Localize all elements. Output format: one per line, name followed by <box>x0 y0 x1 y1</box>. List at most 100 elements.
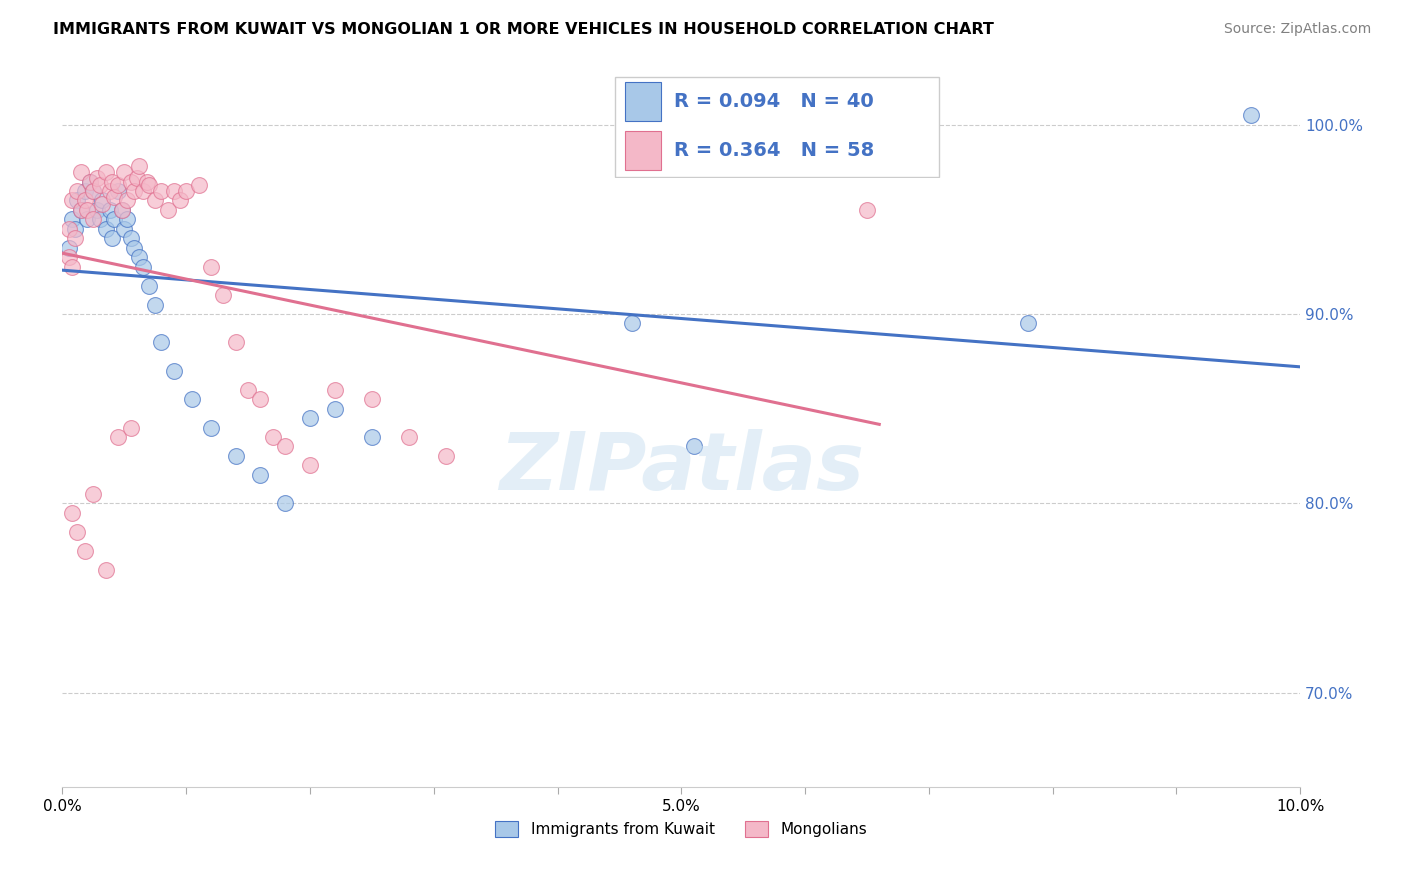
Point <box>225 335 247 350</box>
Point <box>98 184 121 198</box>
Point <box>58 222 80 236</box>
Point <box>101 175 124 189</box>
Point <box>89 212 111 227</box>
Point <box>212 288 235 302</box>
Point <box>262 430 284 444</box>
Point <box>620 317 643 331</box>
Point <box>91 197 114 211</box>
Point <box>150 184 173 198</box>
Point <box>60 260 83 274</box>
Point <box>143 297 166 311</box>
Point <box>163 364 186 378</box>
Point <box>298 411 321 425</box>
Point <box>70 165 93 179</box>
Point <box>274 440 297 454</box>
Point <box>82 487 104 501</box>
Point <box>82 184 104 198</box>
Point <box>856 202 879 217</box>
Point <box>66 194 89 208</box>
Point <box>86 202 108 217</box>
Point <box>60 212 83 227</box>
Point <box>132 260 155 274</box>
Point <box>120 420 142 434</box>
Point <box>112 165 135 179</box>
Point <box>120 231 142 245</box>
Point <box>73 184 96 198</box>
Point <box>66 524 89 539</box>
Point <box>79 175 101 189</box>
Point <box>76 212 98 227</box>
Point <box>174 184 197 198</box>
Point <box>200 260 222 274</box>
Point <box>298 458 321 473</box>
Point <box>138 278 160 293</box>
Point <box>323 383 346 397</box>
Point <box>225 449 247 463</box>
Point <box>79 175 101 189</box>
Point <box>76 202 98 217</box>
Point <box>112 222 135 236</box>
Point <box>128 160 150 174</box>
Point <box>98 202 121 217</box>
Point <box>89 178 111 193</box>
Point <box>236 383 259 397</box>
Point <box>86 170 108 185</box>
Point <box>94 165 117 179</box>
Point <box>122 184 145 198</box>
Point <box>70 202 93 217</box>
Point <box>323 401 346 416</box>
Point <box>434 449 457 463</box>
Point <box>163 184 186 198</box>
Point <box>274 496 297 510</box>
Text: Source: ZipAtlas.com: Source: ZipAtlas.com <box>1223 22 1371 37</box>
Point <box>1017 317 1039 331</box>
Point <box>107 178 129 193</box>
Point <box>187 178 209 193</box>
Point <box>125 170 148 185</box>
Point <box>58 250 80 264</box>
Point <box>128 250 150 264</box>
Point <box>73 543 96 558</box>
Point <box>94 222 117 236</box>
Point <box>1239 108 1261 122</box>
Point <box>138 178 160 193</box>
Point <box>91 194 114 208</box>
Text: R = 0.364   N = 58: R = 0.364 N = 58 <box>675 141 875 161</box>
Point <box>120 175 142 189</box>
Point <box>103 189 125 203</box>
Bar <box>624 131 661 170</box>
Point <box>115 194 138 208</box>
Text: R = 0.094   N = 40: R = 0.094 N = 40 <box>675 92 875 111</box>
Point <box>249 467 271 482</box>
Point <box>70 202 93 217</box>
Point <box>82 184 104 198</box>
Point <box>107 430 129 444</box>
Point <box>156 202 179 217</box>
Bar <box>624 82 661 121</box>
Point <box>249 392 271 407</box>
Point <box>63 222 86 236</box>
Point <box>360 430 382 444</box>
Point <box>143 194 166 208</box>
Point <box>101 231 124 245</box>
Point <box>169 194 191 208</box>
Point <box>111 202 134 217</box>
Legend: Immigrants from Kuwait, Mongolians: Immigrants from Kuwait, Mongolians <box>489 815 873 843</box>
Point <box>115 212 138 227</box>
Point <box>181 392 204 407</box>
Text: ZIPatlas: ZIPatlas <box>499 429 863 507</box>
Point <box>135 175 157 189</box>
Point <box>682 440 704 454</box>
Point <box>58 241 80 255</box>
Point <box>111 202 134 217</box>
Point <box>398 430 420 444</box>
Text: IMMIGRANTS FROM KUWAIT VS MONGOLIAN 1 OR MORE VEHICLES IN HOUSEHOLD CORRELATION : IMMIGRANTS FROM KUWAIT VS MONGOLIAN 1 OR… <box>53 22 994 37</box>
FancyBboxPatch shape <box>614 77 939 178</box>
Point <box>122 241 145 255</box>
Point <box>107 184 129 198</box>
Point <box>360 392 382 407</box>
Point <box>94 562 117 576</box>
Point <box>132 184 155 198</box>
Point <box>200 420 222 434</box>
Point <box>103 212 125 227</box>
